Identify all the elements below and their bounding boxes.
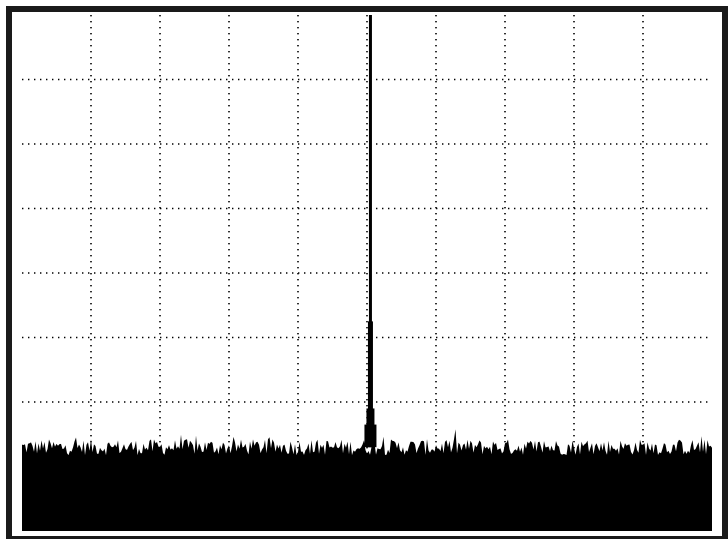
- noise-floor: [22, 429, 712, 531]
- peak-shoulder: [367, 321, 373, 448]
- outer-frame: [6, 6, 728, 539]
- peak-shoulder: [364, 424, 377, 448]
- signal-trace: [22, 15, 712, 531]
